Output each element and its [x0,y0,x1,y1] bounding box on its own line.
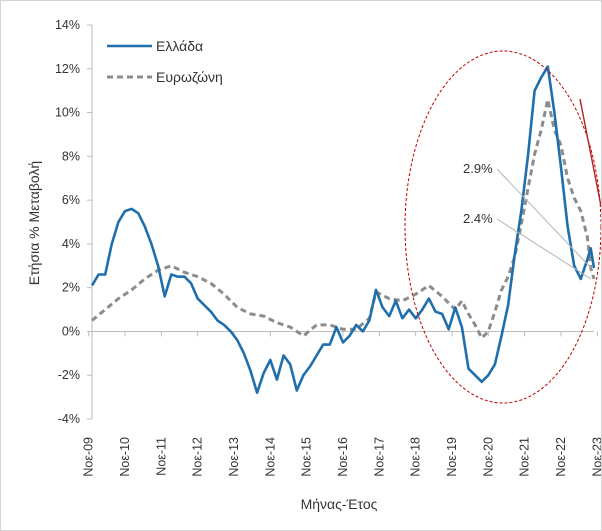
y-tick-label: 2% [62,281,80,295]
y-tick-label: 0% [62,324,80,338]
legend-label: Ελλάδα [156,38,203,54]
y-axis-label: Ετήσια % Μεταβολή [26,161,42,285]
x-tick-label: Νοε-22 [554,437,568,477]
x-tick-label: Νοε-23 [590,437,601,477]
y-axis: -4% -2% 0% 2% 4% 6% 8% 10% 12% 14% [55,18,93,426]
y-tick-label: 10% [55,106,80,120]
x-tick-label: Νοε-21 [518,437,532,477]
y-tick-label: -2% [58,368,80,382]
series-line-eurozone [91,97,596,340]
annotation-leader [496,218,592,280]
y-tick-label: -4% [58,412,80,426]
x-axis: Νοε-09 Νοε-10 Νοε-11 Νοε-12 Νοε-13 Νοε-14 Νοε-… [82,330,601,477]
x-tick-label: Νοε-11 [154,437,168,476]
y-tick-label: 4% [62,237,80,251]
x-tick-label: Νοε-14 [263,437,277,477]
y-tick-label: 12% [55,62,80,76]
annotation-leader [496,168,592,269]
x-tick-label: Νοε-16 [336,437,350,477]
x-tick-label: Νοε-17 [372,437,386,477]
y-tick-label: 6% [62,193,80,207]
x-tick-label: Νοε-09 [82,437,96,477]
y-tick-label: 8% [62,149,80,163]
highlight-ellipse [404,50,601,404]
legend-label: Ευρωζώνη [156,69,223,85]
x-axis-label: Μήνας-Έτος [301,496,378,512]
x-tick-label: Νοε-10 [118,437,132,477]
x-tick-label: Νοε-18 [409,437,423,477]
y-tick-label: 14% [55,18,80,32]
x-tick-label: Νοε-12 [191,437,205,477]
series-line-greece [90,65,596,394]
x-tick-label: Νοε-15 [300,437,314,477]
x-tick-label: Νοε-13 [227,437,241,477]
x-tick-label: Νοε-19 [445,437,459,477]
annotation-label: 2.4% [463,211,493,226]
highlight-pointer [579,98,601,207]
x-tick-label: Νοε-20 [481,437,495,477]
annotation-label: 2.9% [463,161,493,176]
legend: Ελλάδα Ευρωζώνη [107,38,223,85]
